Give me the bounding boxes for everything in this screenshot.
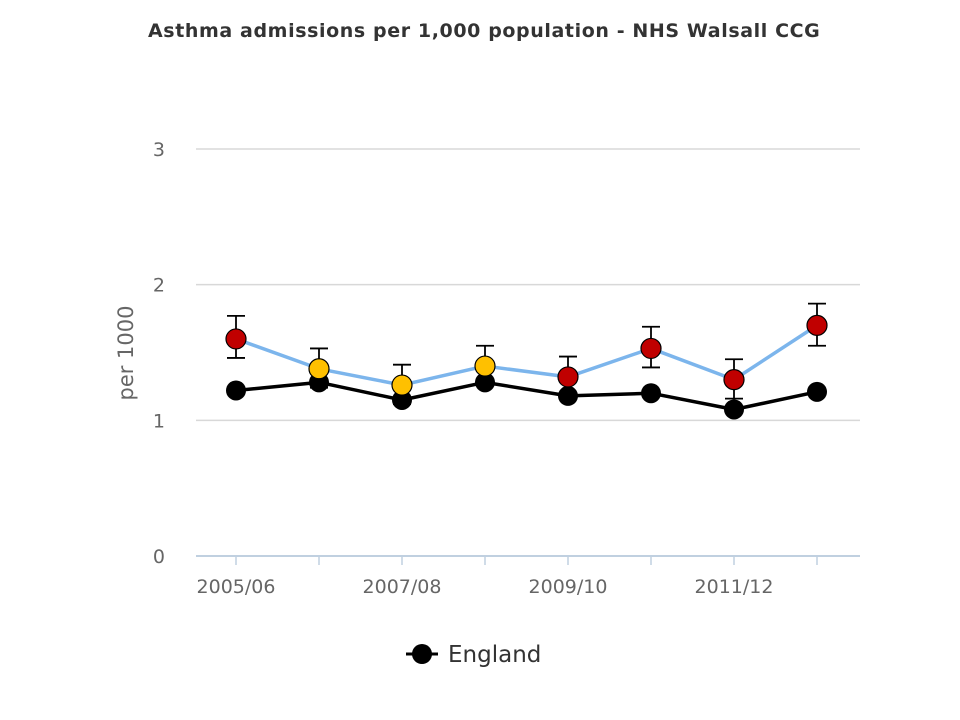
local-point-2 <box>391 374 413 396</box>
england-point-5 <box>641 383 661 404</box>
legend[interactable]: England <box>406 642 541 668</box>
x-tick-label-2007-08: 2007/08 <box>363 576 442 598</box>
chart-title: Asthma admissions per 1,000 population -… <box>148 20 821 42</box>
england-point-7 <box>807 381 827 402</box>
x-tick-label-2005-06: 2005/06 <box>197 576 276 598</box>
series-1-line <box>235 380 818 412</box>
england-point-0 <box>226 380 246 401</box>
series-layer <box>225 302 828 420</box>
y-tick-label-0: 0 <box>153 546 165 568</box>
local-point-6 <box>723 369 745 391</box>
local-point-5 <box>640 337 662 360</box>
legend-england-marker <box>412 644 432 664</box>
x-tick-label-2011-12: 2011/12 <box>695 576 774 598</box>
y-tick-label-2: 2 <box>153 275 165 297</box>
gridlines <box>196 148 860 422</box>
x-tick-label-2009-10: 2009/10 <box>529 576 608 598</box>
local-point-7 <box>806 314 828 336</box>
local-point-3 <box>474 355 496 377</box>
y-tick-label-3: 3 <box>153 139 165 161</box>
local-point-4 <box>557 366 579 388</box>
england-point-6 <box>724 399 744 420</box>
axes: 0 1 2 3 2005/06 2007/08 2009/10 2011/12 <box>153 139 860 598</box>
local-point-0 <box>225 328 247 350</box>
legend-england-label: England <box>448 642 541 668</box>
series-0-line <box>235 323 818 387</box>
local-point-1 <box>308 358 330 380</box>
y-tick-label-1: 1 <box>153 410 165 432</box>
y-axis-title: per 1000 <box>114 305 138 400</box>
